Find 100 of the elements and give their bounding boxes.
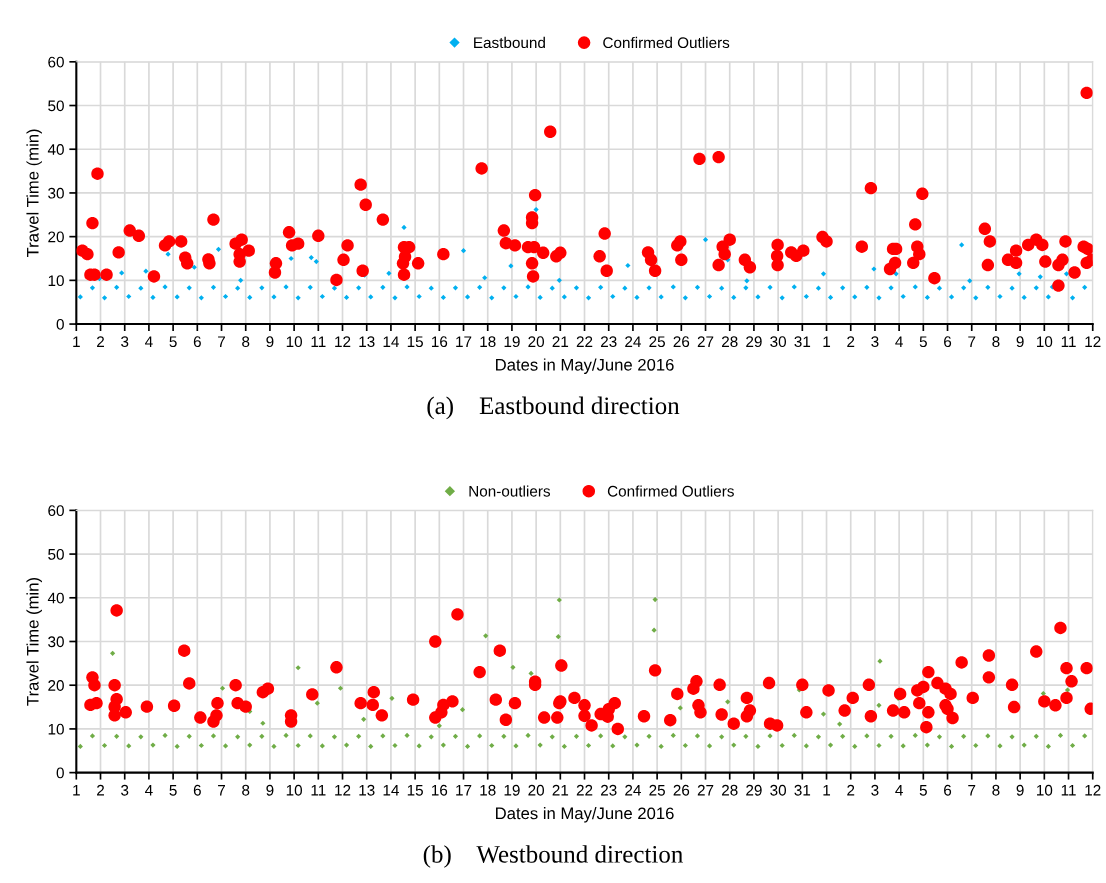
x-tick-label: 6 [944,784,952,796]
legend-label: Confirmed Outliers [607,485,734,497]
y-axis-title: Travel Time (min) [26,578,42,706]
y-axis-title: Travel Time (min) [26,129,42,258]
x-tick-label: 7 [968,784,976,796]
x-tick-label: 5 [169,784,177,796]
x-tick-label: 3 [121,784,129,796]
x-tick-label: 29 [746,784,762,796]
x-tick-label: 15 [407,784,423,796]
legend-label: Eastbound [474,36,545,49]
y-tick-label: 60 [48,56,64,68]
y-tick-label: 60 [48,505,64,517]
x-tick-label: 12 [1085,784,1101,796]
y-tick-label: 0 [56,767,64,779]
x-tick-label: 25 [649,336,665,348]
x-tick-label: 18 [480,336,496,348]
x-tick-label: 29 [746,336,762,348]
x-tick-label: 5 [919,336,927,348]
y-tick-label: 10 [48,723,64,735]
x-tick-label: 21 [552,336,569,347]
x-tick-label: 8 [242,784,250,796]
x-tick-label: 4 [145,784,153,796]
x-tick-label: 2 [97,784,104,796]
x-tick-label: 4 [145,336,153,347]
x-tick-label: 27 [697,336,714,347]
x-tick-label: 24 [625,336,641,347]
x-tick-label: 7 [218,336,225,347]
x-tick-label: 14 [383,336,399,347]
x-tick-label: 30 [770,336,787,348]
x-tick-label: 19 [504,336,520,348]
x-tick-label: 22 [576,336,593,347]
text: (a) Eastbound direction [427,396,680,420]
x-tick-label: 11 [1061,336,1076,347]
y-tick-label: 0 [56,318,64,330]
x-tick-label: 20 [528,784,545,796]
x-tick-label: 19 [504,784,520,796]
x-tick-label: 11 [1061,784,1076,796]
x-tick-label: 5 [919,784,927,796]
x-tick-label: 9 [1016,784,1024,796]
y-tick-label: 50 [48,548,64,560]
x-tick-label: 12 [1085,336,1101,347]
x-tick-label: 20 [528,336,545,348]
x-tick-label: 9 [1016,336,1024,348]
x-tick-label: 9 [266,784,274,796]
x-tick-label: 9 [266,336,274,348]
x-tick-label: 8 [242,336,250,348]
x-tick-label: 6 [193,784,201,796]
x-tick-label: 1 [73,336,80,347]
x-tick-label: 15 [407,336,423,348]
legend-label: Confirmed Outliers [603,36,730,49]
x-tick-label: 2 [847,784,855,796]
x-tick-label: 1 [823,784,831,796]
x-tick-label: 23 [600,336,617,348]
x-tick-label: 13 [359,784,375,796]
x-tick-label: 27 [697,784,714,796]
x-tick-label: 12 [335,336,351,347]
x-tick-label: 3 [871,336,879,348]
x-tick-label: 22 [576,784,593,796]
x-tick-label: 6 [193,336,201,348]
x-tick-label: 8 [992,784,1000,796]
x-tick-label: 24 [625,784,641,796]
x-tick-label: 31 [794,784,811,796]
x-tick-label: 8 [992,336,1000,348]
x-tick-label: 1 [73,784,80,796]
x-tick-label: 14 [383,784,399,796]
x-tick-label: 2 [97,336,104,347]
x-tick-label: 3 [121,336,129,348]
y-tick-label: 20 [48,231,64,243]
x-tick-label: 21 [552,784,569,796]
y-tick-label: 30 [48,187,64,199]
x-tick-label: 26 [673,336,690,348]
x-tick-label: 31 [794,336,811,348]
y-tick-label: 10 [48,275,64,287]
y-tick-label: 40 [47,592,64,604]
x-tick-label: 4 [895,336,903,347]
y-tick-label: 50 [48,100,64,112]
x-tick-label: 10 [1037,336,1053,348]
x-tick-label: 13 [359,336,375,348]
y-tick-label: 20 [48,680,64,691]
x-tick-label: 28 [722,336,738,348]
x-tick-label: 17 [456,336,472,347]
x-tick-label: 16 [431,336,448,348]
x-axis-title: Dates in May/June 2016 [496,358,674,374]
legend-label: Non-outliers [469,485,551,497]
x-tick-label: 30 [770,784,787,796]
x-tick-label: 3 [871,784,879,796]
x-tick-label: 11 [311,336,326,347]
x-tick-label: 10 [1037,784,1053,796]
x-tick-label: 10 [286,784,303,796]
x-tick-label: 7 [968,336,976,347]
x-tick-label: 17 [456,784,472,796]
x-tick-label: 6 [944,336,952,348]
x-tick-label: 25 [649,784,665,796]
x-tick-label: 2 [847,336,855,347]
x-tick-label: 28 [722,784,738,796]
x-tick-label: 7 [218,784,225,796]
x-tick-label: 18 [480,784,496,796]
y-tick-label: 30 [48,636,64,648]
x-tick-label: 10 [286,336,303,348]
x-tick-label: 23 [600,784,617,796]
